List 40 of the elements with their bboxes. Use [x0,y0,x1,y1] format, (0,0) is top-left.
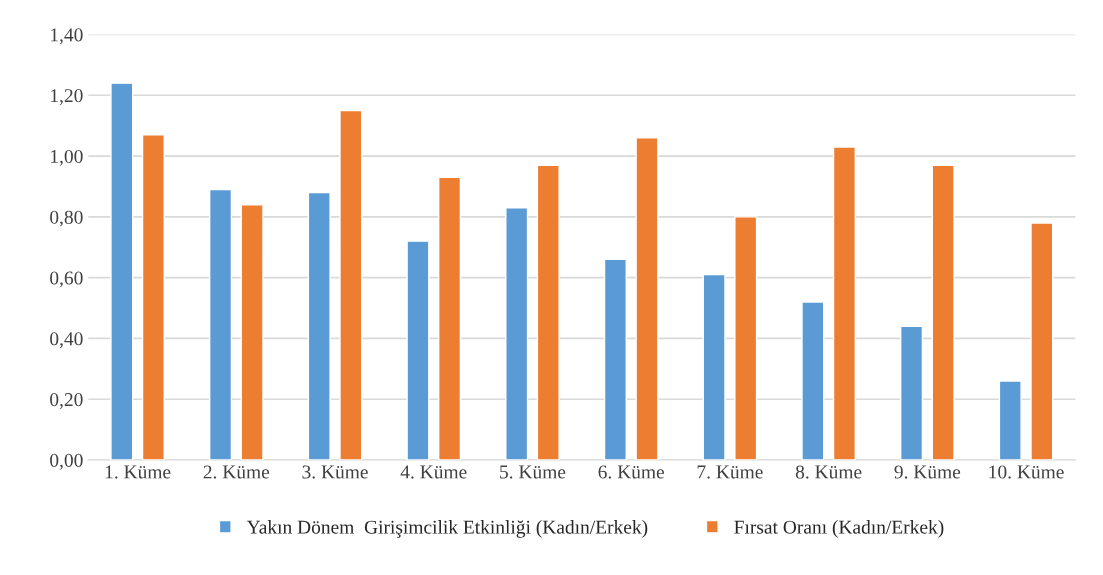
x-tick-label: 5. Küme [500,465,566,479]
legend-label: Fırsat Oranı (Kadın/Erkek) [734,520,944,538]
bar [437,176,462,460]
bar [505,207,529,460]
bar [734,216,758,460]
x-tick-label: 6. Küme [598,465,664,479]
x-tick-label: 1. Küme [105,465,171,479]
x-tick-label: 9. Küme [894,465,961,479]
y-tick-label: 0,80 [50,210,83,227]
x-tick-label: 3. Küme [302,465,368,479]
x-tick-label: 10. Küme [989,465,1064,479]
y-tick-label: 1,00 [51,149,83,166]
x-tick-label: 2. Küme [203,465,270,479]
bar [603,258,627,460]
bar [110,82,134,460]
bar [998,380,1022,460]
bar [240,204,264,460]
bar [339,109,363,460]
bar [931,164,955,460]
x-tick-label: 4. Küme [400,465,467,479]
bar [635,137,659,460]
y-tick-label: 0,00 [50,453,83,470]
y-tick-label: 1,20 [51,89,83,106]
bar [307,191,331,460]
bar [899,325,924,460]
bar [1030,222,1054,460]
y-tick-label: 1,40 [51,28,83,45]
bar [406,240,430,460]
bar [141,134,165,460]
y-tick-label: 0,20 [50,393,83,409]
y-tick-label: 0,40 [50,332,83,349]
bar [801,301,825,460]
x-tick-label: 7. Küme [697,465,763,479]
x-tick-label: 8. Küme [795,465,862,479]
bar [536,164,560,460]
bar [702,273,726,460]
y-tick-label: 0,60 [50,271,83,288]
bar [832,146,856,460]
bar [208,188,233,460]
legend-label: Yakın Dönem Girişimcilik Etkinliği (Kadın/Erkek) [246,520,648,538]
